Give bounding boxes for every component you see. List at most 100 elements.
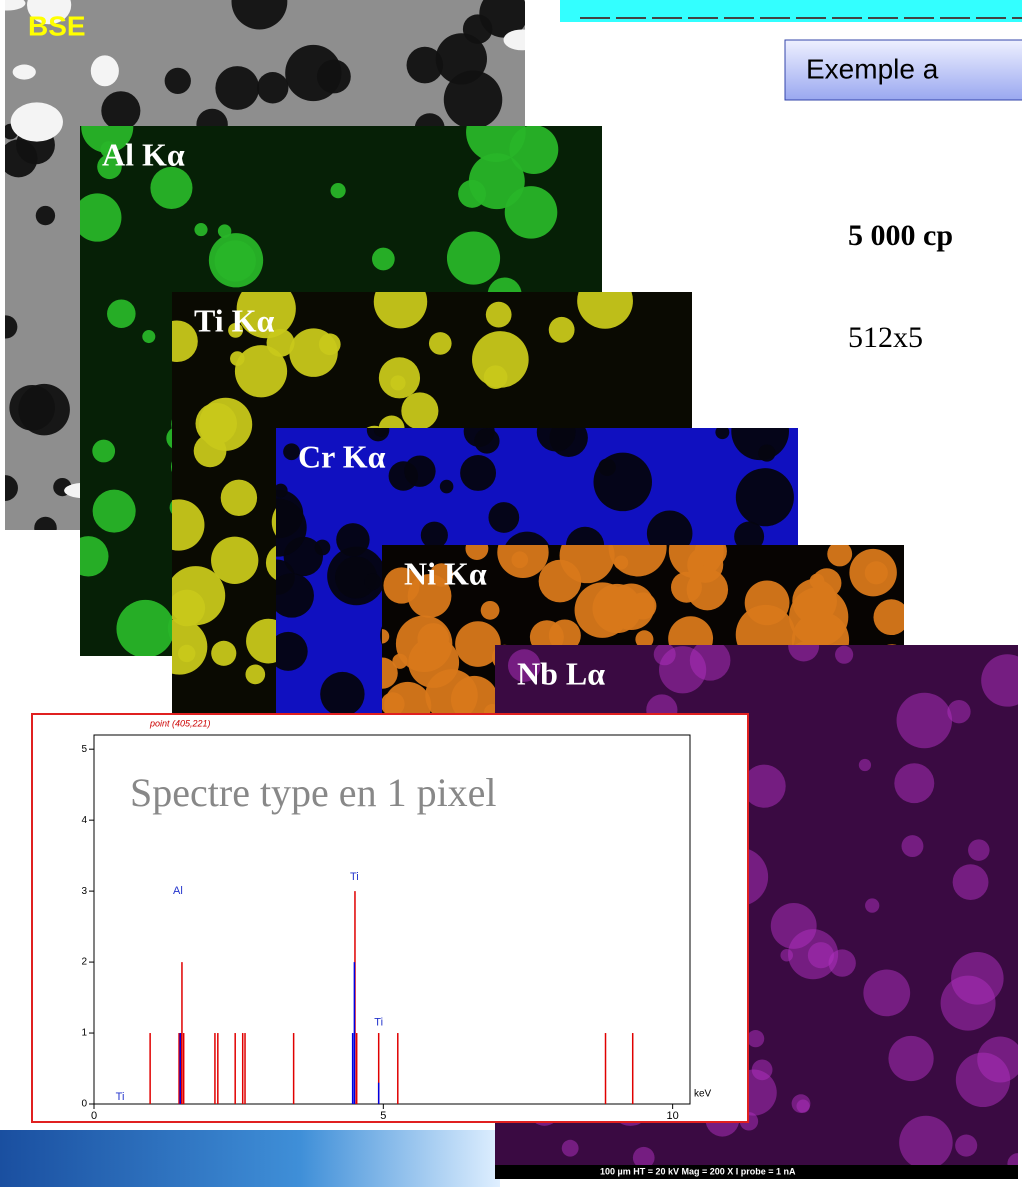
map-grain [715, 428, 730, 440]
map-label: Cr Kα [298, 438, 386, 474]
map-grain [142, 330, 156, 344]
map-grain [107, 299, 136, 329]
map-grain [211, 536, 259, 584]
map-grain [383, 567, 420, 604]
map-grain [758, 444, 776, 462]
map-grain [689, 645, 731, 681]
map-grain [796, 1099, 810, 1113]
map-grain [5, 475, 18, 501]
map-grain [193, 434, 227, 468]
map-grain [172, 566, 226, 626]
map-grain [92, 489, 136, 533]
map-grain [474, 428, 500, 454]
map-grain [320, 671, 365, 717]
map-grain [507, 649, 541, 682]
map-grain [465, 545, 489, 560]
map-grain [807, 942, 834, 969]
rate-text: 5 000 cp [848, 219, 953, 252]
map-grain [382, 629, 390, 644]
map-grain [220, 479, 258, 516]
peak-label: Al [173, 885, 183, 897]
map-grain [1007, 1153, 1018, 1167]
map-grain [981, 654, 1018, 707]
map-grain [770, 902, 817, 949]
map-grain [35, 205, 56, 226]
map-grain [164, 67, 191, 95]
map-grain [559, 545, 615, 584]
title-box [560, 0, 1022, 22]
map-grain [485, 301, 512, 328]
map-grain [373, 428, 388, 437]
map-grain [256, 72, 289, 104]
map-grain [809, 573, 825, 589]
map-grain [472, 331, 529, 388]
map-grain [428, 332, 452, 355]
map-grain [364, 573, 382, 591]
map-grain [228, 322, 243, 338]
map-grain [420, 521, 448, 549]
y-tick-label: 3 [81, 886, 87, 897]
map-grain [577, 292, 633, 329]
x-axis-label: keV [694, 1089, 712, 1100]
scale-strip [495, 1165, 1018, 1179]
y-tick-label: 0 [81, 1099, 87, 1110]
map-grain [211, 640, 237, 666]
map-grain [81, 126, 134, 153]
map-grain [952, 864, 989, 901]
map-grain [276, 483, 288, 498]
map-label: Ti Kα [194, 302, 275, 338]
map-grain [408, 637, 460, 688]
map-grain [635, 630, 654, 649]
map-grain [330, 183, 346, 199]
y-tick-label: 5 [81, 744, 87, 755]
map-grain [401, 392, 439, 430]
map-grain [835, 645, 854, 664]
map-grain [858, 758, 872, 772]
map-grain [404, 455, 436, 487]
map-grain [780, 948, 793, 962]
map-grain [90, 55, 119, 87]
map-label: Al Kα [102, 136, 185, 172]
map-grain [734, 521, 765, 552]
map-grain [629, 592, 657, 620]
map-grain [34, 516, 57, 530]
map-grain [497, 545, 549, 578]
peak-label: Ti [350, 871, 359, 883]
map-grain [947, 700, 971, 724]
map-grain [5, 315, 18, 339]
y-tick-label: 2 [81, 957, 87, 968]
map-grain [901, 835, 924, 858]
map-grain [503, 29, 525, 51]
x-tick-label: 10 [667, 1110, 679, 1122]
map-grain [439, 479, 454, 494]
map-grain [653, 645, 676, 666]
map-grain [899, 1115, 953, 1167]
map-grain [27, 0, 72, 25]
map-grain [116, 599, 175, 656]
map-grain [455, 621, 501, 667]
map-grain [488, 502, 520, 533]
map-grain [334, 556, 378, 599]
map-grain [384, 681, 432, 720]
example-text: Exemple a [806, 53, 939, 84]
map-grain [955, 1134, 978, 1157]
map-grain [614, 555, 629, 570]
map-grain [214, 240, 256, 282]
map-grain [849, 548, 897, 597]
map-grain [865, 898, 880, 913]
map-grain [536, 428, 576, 452]
map-grain [873, 599, 904, 636]
map-label: BSE [28, 10, 86, 41]
map-grain [827, 545, 853, 567]
map-grain [788, 645, 820, 662]
map-grain [276, 573, 314, 618]
map-grain [18, 383, 70, 436]
map-grain [894, 763, 935, 804]
example-box [784, 39, 1022, 101]
map-grain [735, 468, 794, 527]
map-grain [5, 139, 38, 178]
map-grain [548, 316, 575, 343]
map-grain [283, 443, 300, 461]
map-grain [460, 455, 497, 491]
